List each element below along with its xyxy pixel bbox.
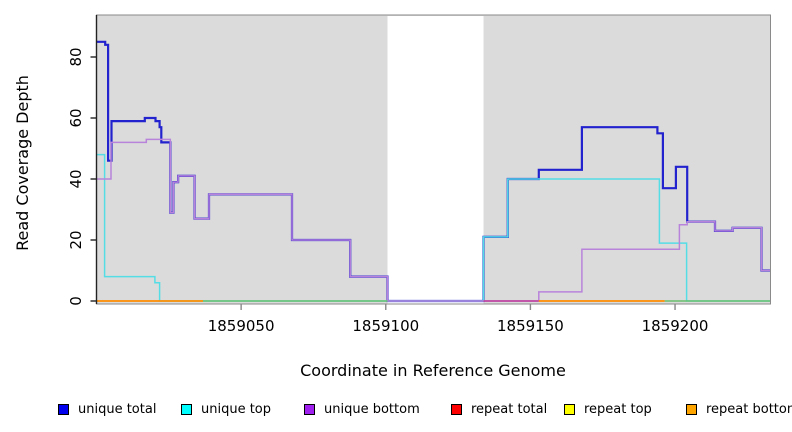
- series-line-unique-top: [96, 153, 771, 302]
- legend-swatch: [686, 403, 697, 415]
- legend-label: unique total: [78, 401, 157, 417]
- zero-coverage-gap: [387, 16, 484, 304]
- legend-item-unique-bottom: unique bottom: [304, 399, 420, 419]
- legend-item-repeat-total: repeat total: [451, 399, 547, 419]
- x-tick-label: 1859150: [497, 317, 564, 335]
- y-tick-label: 0: [67, 296, 85, 306]
- legend-item-unique-top: unique top: [181, 399, 271, 419]
- x-tick-label: 1859050: [208, 317, 275, 335]
- y-tick-label: 20: [67, 230, 85, 249]
- y-axis-title: Read Coverage Depth: [13, 75, 32, 251]
- legend-item-repeat-top: repeat top: [564, 399, 652, 419]
- legend-label: repeat total: [471, 401, 548, 417]
- legend-label: repeat bottom: [706, 401, 792, 417]
- x-axis-title: Coordinate in Reference Genome: [300, 361, 566, 380]
- legend-swatch: [304, 403, 315, 415]
- legend-swatch: [181, 403, 192, 415]
- legend: unique total unique top unique bottom repea…: [0, 399, 792, 421]
- x-tick-label: 1859200: [642, 317, 709, 335]
- coverage-series-lines: [96, 40, 771, 303]
- legend-item-unique-total: unique total: [58, 399, 156, 419]
- legend-swatch: [564, 403, 575, 415]
- legend-swatch: [58, 403, 69, 415]
- y-tick-label: 60: [67, 108, 85, 127]
- plot-background: [96, 15, 771, 304]
- legend-swatch: [451, 403, 462, 415]
- legend-label: unique top: [201, 401, 272, 417]
- y-tick-label: 80: [67, 47, 85, 66]
- y-tick-label: 40: [67, 169, 85, 188]
- x-tick-label: 1859100: [352, 317, 419, 335]
- series-line-unique-bottom: [96, 138, 771, 302]
- legend-label: repeat top: [584, 401, 652, 417]
- axes: 0 20 40 60 80 1859050 1859100 1859150 1859200: [67, 14, 771, 335]
- legend-label: unique bottom: [324, 401, 420, 417]
- legend-item-repeat-bottom: repeat bottom: [686, 399, 792, 419]
